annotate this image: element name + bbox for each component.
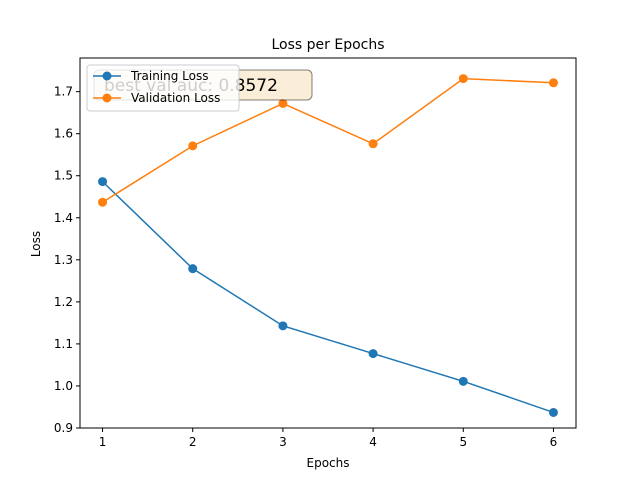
y-tick-label: 1.2 xyxy=(54,295,73,309)
data-point xyxy=(278,321,288,331)
y-tick-label: 1.4 xyxy=(54,211,73,225)
y-tick-label: 1.5 xyxy=(54,169,73,183)
data-point xyxy=(368,139,378,149)
chart-title: Loss per Epochs xyxy=(271,37,384,53)
plot-frame xyxy=(79,57,577,429)
legend: Training Loss Validation Loss xyxy=(86,64,240,112)
y-tick-label: 1.1 xyxy=(54,337,73,351)
legend-label-training: Training Loss xyxy=(130,69,208,83)
x-tick-label: 5 xyxy=(459,435,467,449)
data-point xyxy=(458,74,468,84)
x-tick-label: 6 xyxy=(550,435,558,449)
x-tick-label: 4 xyxy=(369,435,377,449)
legend-marker-validation xyxy=(102,93,112,103)
x-tick-label: 1 xyxy=(99,435,107,449)
data-point xyxy=(98,197,108,207)
data-point xyxy=(548,407,558,417)
data-point xyxy=(548,78,558,88)
data-point xyxy=(368,349,378,359)
legend-box xyxy=(86,64,240,112)
data-point xyxy=(188,264,198,274)
y-tick-label: 1.0 xyxy=(54,379,73,393)
y-tick-label: 1.7 xyxy=(54,85,73,99)
x-tick-label: 3 xyxy=(279,435,287,449)
data-point xyxy=(188,141,198,151)
series-line-1 xyxy=(102,77,554,203)
data-point xyxy=(458,376,468,386)
series-line-0 xyxy=(102,181,554,414)
y-tick-label: 1.3 xyxy=(54,253,73,267)
legend-marker-training xyxy=(102,71,112,81)
axis-ticks: 1 2 3 4 5 6 0.9 1.0 1.1 1.2 1.3 1.4 1.5 1.6 1.7 xyxy=(54,85,557,449)
legend-label-validation: Validation Loss xyxy=(131,91,220,105)
y-axis-label: Loss xyxy=(29,231,43,257)
x-axis-label: Epochs xyxy=(307,456,350,470)
y-tick-label: 1.6 xyxy=(54,127,73,141)
x-tick-label: 2 xyxy=(189,435,197,449)
y-tick-label: 0.9 xyxy=(54,421,73,435)
data-point xyxy=(278,98,288,108)
series-layer xyxy=(98,74,558,417)
data-point xyxy=(98,177,108,187)
